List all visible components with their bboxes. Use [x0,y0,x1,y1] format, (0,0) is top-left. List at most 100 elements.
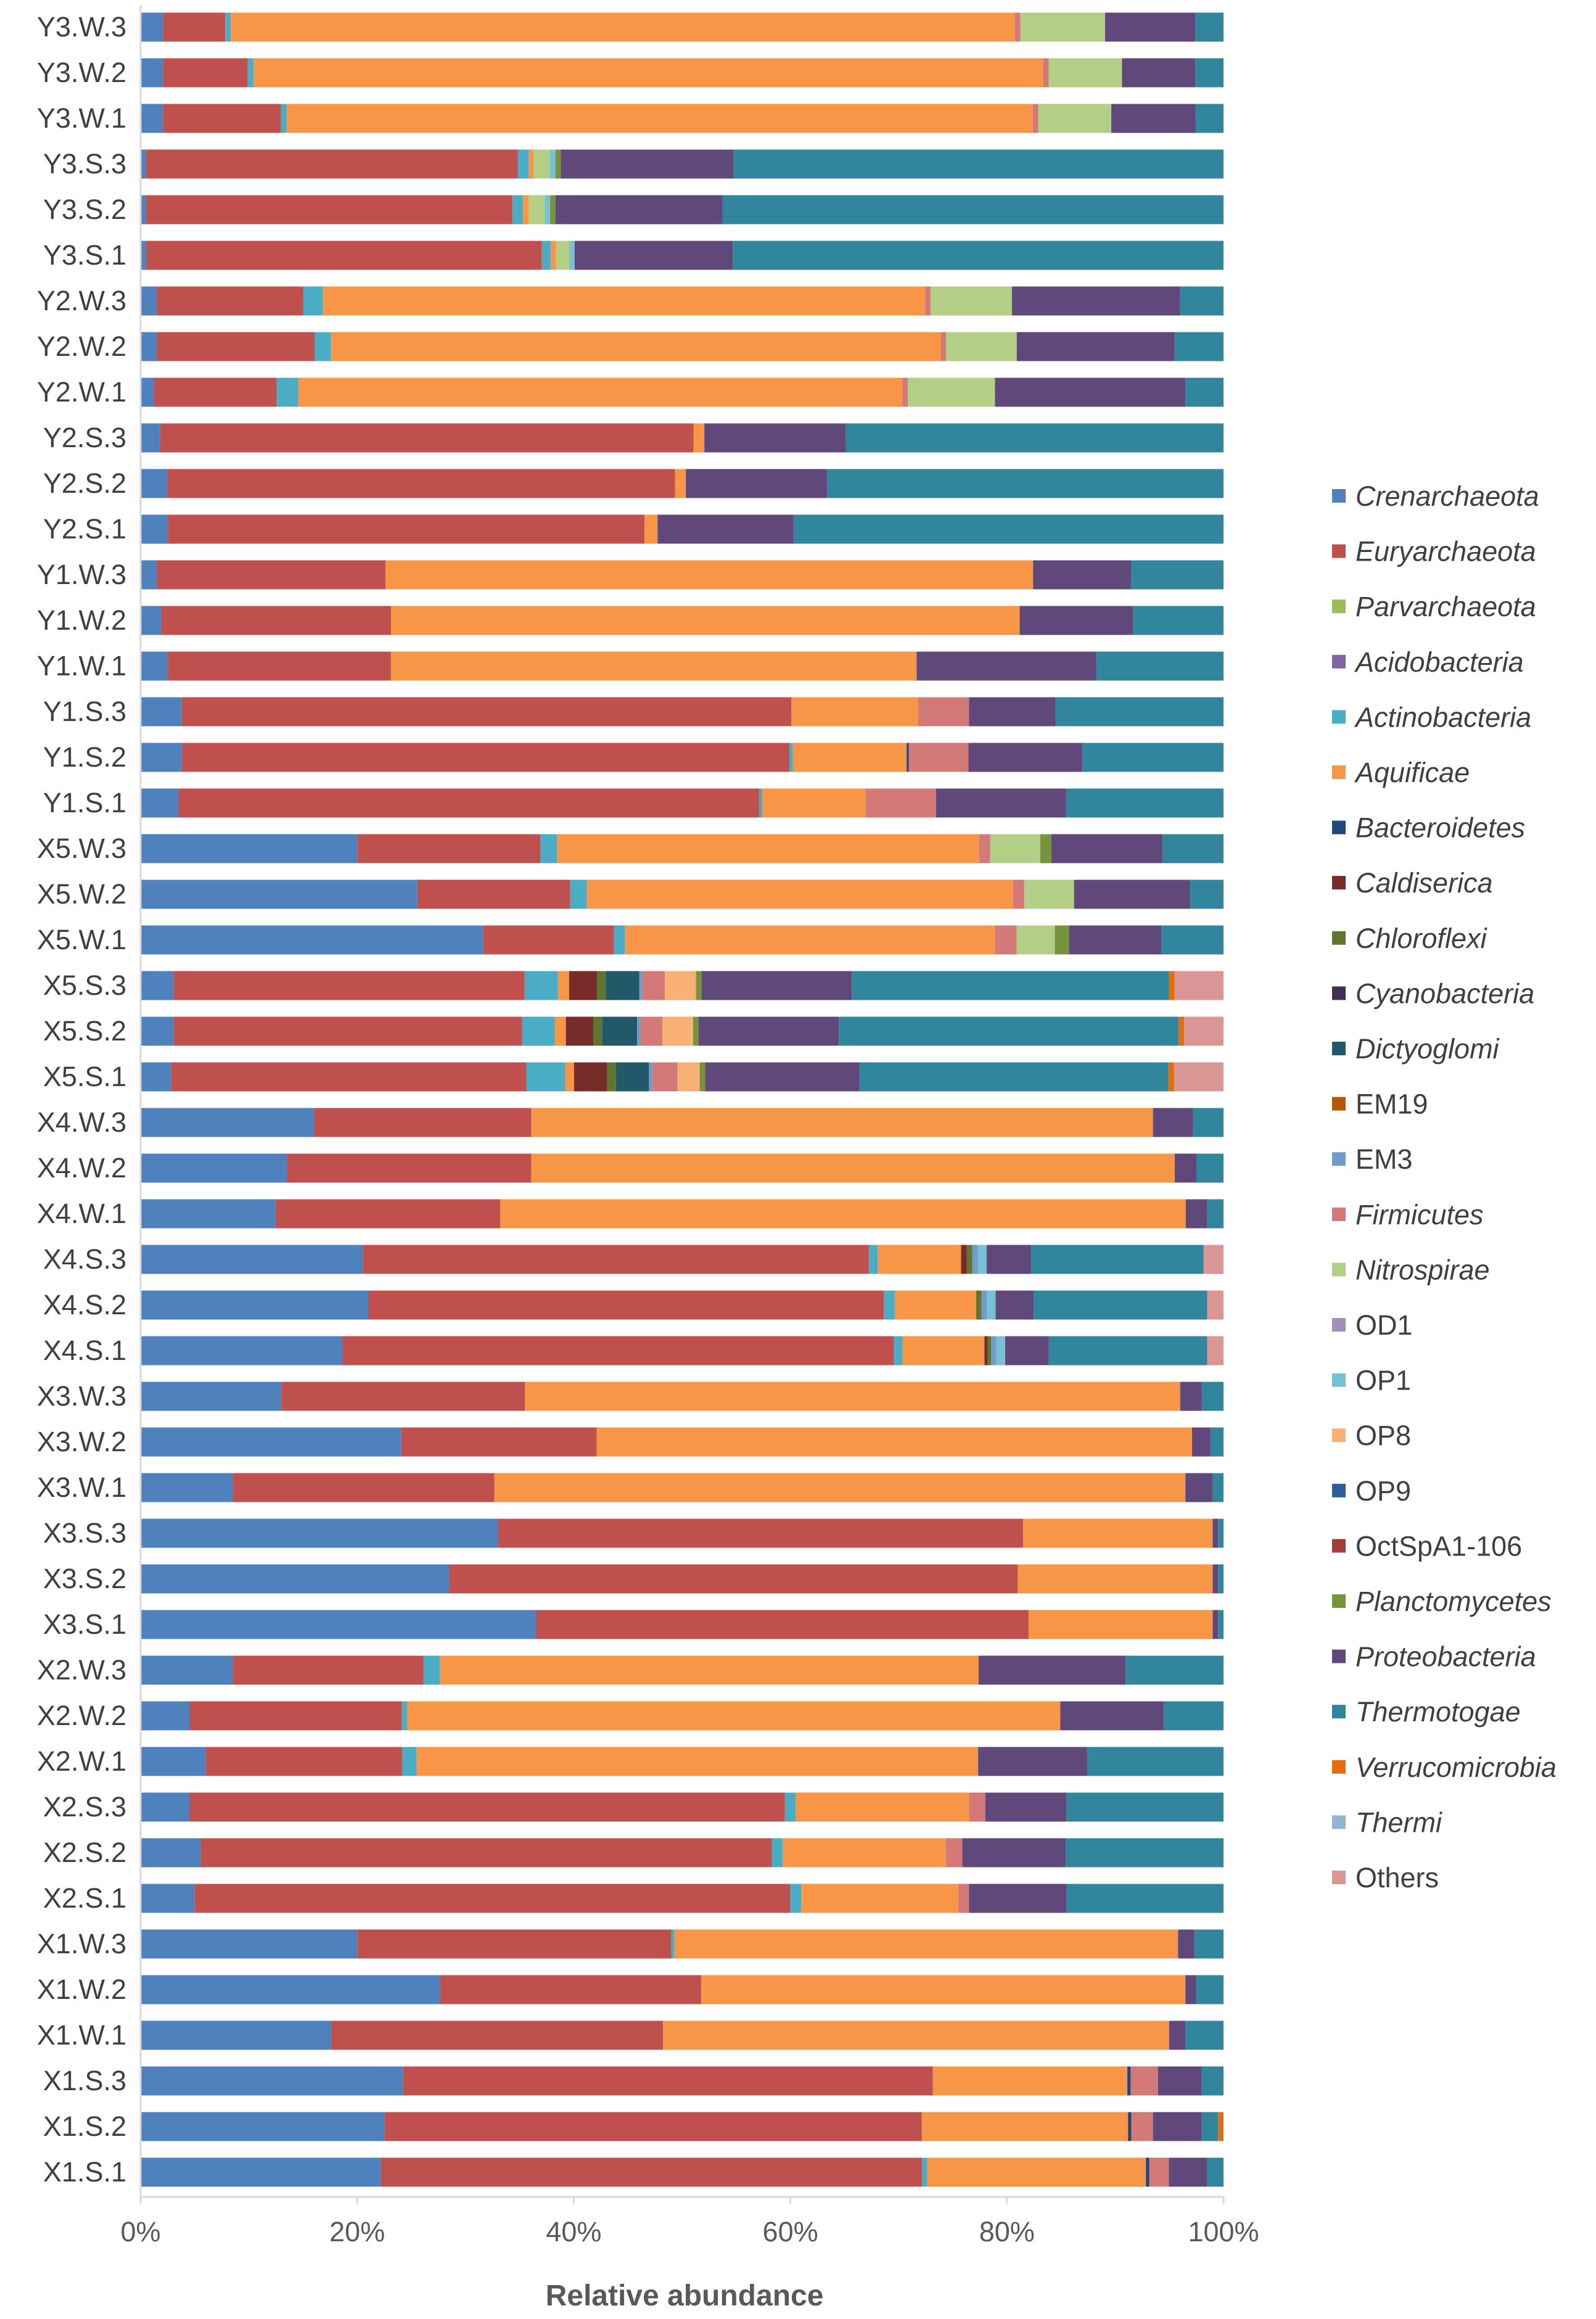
bar-segment-proteobacteria [1185,1473,1213,1502]
bar-segment-euryarchaeota [168,469,675,498]
bar-segment-aquificae [298,377,903,407]
bar-segment-proteobacteria [916,651,1096,681]
bar-segment-nitrospirae [990,834,1040,863]
legend-label: Bacteroidetes [1355,812,1525,844]
bar-row [141,1792,1224,1822]
bar-segment-actinobacteria [759,788,763,818]
bar-segment-proteobacteria [936,788,1066,818]
bar-segment-actinobacteria [540,834,557,863]
bar-row [141,834,1224,863]
bar-segment-crenarchaeota [141,1884,195,1913]
bar-segment-dictyoglomi [606,971,640,1000]
category-label: Y2.S.2 [43,468,126,499]
legend-swatch [1332,1097,1346,1111]
bar-segment-crenarchaeota [141,1153,287,1183]
bar-segment-thermotogae [1218,1518,1224,1548]
bar-segment-firmicutes [979,834,990,863]
bar-segment-bacteroidetes [1127,2066,1131,2096]
bar-segment-proteobacteria [1185,1975,1196,2004]
category-label: Y1.S.2 [43,741,126,773]
bar-segment-firmicutes [995,925,1017,955]
bar-segment-firmicutes [1014,12,1021,42]
category-label: X4.W.3 [37,1106,126,1138]
bar-segment-thermotogae [1087,1747,1224,1776]
bar-segment-euryarchaeota [449,1564,1018,1594]
bar-segment-proteobacteria [1016,332,1175,361]
bar-segment-proteobacteria [1180,1382,1202,1411]
bar-segment-actinobacteria [225,12,231,42]
x-axis-title: Relative abundance [546,2280,824,2312]
category-label: X4.W.2 [37,1152,126,1184]
bar-segment-crenarchaeota [141,1564,450,1594]
bar-segment-crenarchaeota [141,2020,331,2050]
bar-segment-euryarchaeota [483,925,614,955]
bar-segment-proteobacteria [686,469,828,498]
bar-segment-thermotogae [1212,1473,1224,1502]
bar-segment-caldiserica [984,1336,988,1365]
bar-segment-euryarchaeota [163,12,226,42]
category-label: X1.W.2 [37,1974,126,2005]
category-label: X5.S.2 [43,1015,126,1047]
bar-segment-thermotogae [1034,1290,1207,1320]
bar-segment-euryarchaeota [161,606,391,635]
bar-segment-proteobacteria [978,1655,1126,1685]
bar-segment-euryarchaeota [189,1701,402,1731]
bar-row [141,1564,1224,1594]
bar-row [141,1382,1224,1411]
bar-segment-bacteroidetes [1128,2112,1132,2141]
bar-segment-bacteroidetes [907,743,909,772]
legend-swatch [1332,931,1346,945]
bar-segment-thermotogae [1196,1975,1224,2004]
bar-segment-crenarchaeota [141,1975,440,2004]
bar-segment-chloroflexi [987,1336,991,1365]
legend-item: Actinobacteria [1332,701,1531,733]
bar-segment-crenarchaeota [141,469,168,498]
bar-segment-chloroflexi [596,971,606,1000]
bar-segment-proteobacteria [1122,58,1196,88]
bar-segment-aquificae [663,2020,1169,2050]
category-label: X5.S.1 [43,1061,126,1092]
bar-segment-proteobacteria [574,241,733,270]
bar-row [141,1929,1224,1959]
bar-segment-aquificae [792,743,907,772]
bar-row [141,1747,1224,1776]
bar-segment-euryarchaeota [168,651,391,681]
bar-segment-thermotogae [793,514,1224,544]
bar-segment-euryarchaeota [157,332,315,361]
legend-item: EM3 [1332,1143,1413,1175]
bar-segment-op1 [977,1245,987,1274]
bar-segment-euryarchaeota [342,1336,894,1365]
legend-swatch [1332,1815,1346,1829]
bar-segment-nitrospirae [1016,925,1055,955]
legend-swatch [1332,1483,1346,1497]
bar-segment-actinobacteria [512,195,524,224]
bar-segment-proteobacteria [1169,2020,1186,2050]
bar-segment-actinobacteria [614,925,625,955]
bar-segment-thermotogae [1133,606,1224,635]
bar-segment-euryarchaeota [181,697,792,727]
bar-row [141,1518,1224,1548]
legend-swatch [1332,765,1346,779]
category-label: Y3.S.1 [43,239,126,271]
category-label: X3.W.1 [37,1472,126,1503]
legend-item: OP8 [1332,1420,1411,1451]
bar-segment-firmicutes [865,788,936,818]
legend-item: Acidobacteria [1332,646,1524,678]
bar-segment-thermotogae [1194,1929,1224,1959]
bar-segment-aquificae [286,104,1033,133]
category-label: Y1.S.1 [43,787,126,818]
bar-segment-nitrospirae [533,149,550,179]
bar-row [141,423,1224,453]
bar-segment-euryarchaeota [160,423,694,453]
bar-row [141,2066,1224,2096]
bar-segment-aquificae [586,879,1013,909]
bar-segment-thermotogae [852,971,1169,1000]
bar-segment-thermotogae [1218,1610,1224,1639]
bar-segment-crenarchaeota [141,58,163,88]
bar-segment-euryarchaeota [146,241,542,270]
bar-segment-crenarchaeota [141,241,146,270]
bar-segment-thermotogae [1174,332,1224,361]
legend-label: Others [1355,1862,1439,1893]
legend-swatch [1332,489,1346,503]
legend-item: OctSpA1-106 [1332,1530,1522,1562]
